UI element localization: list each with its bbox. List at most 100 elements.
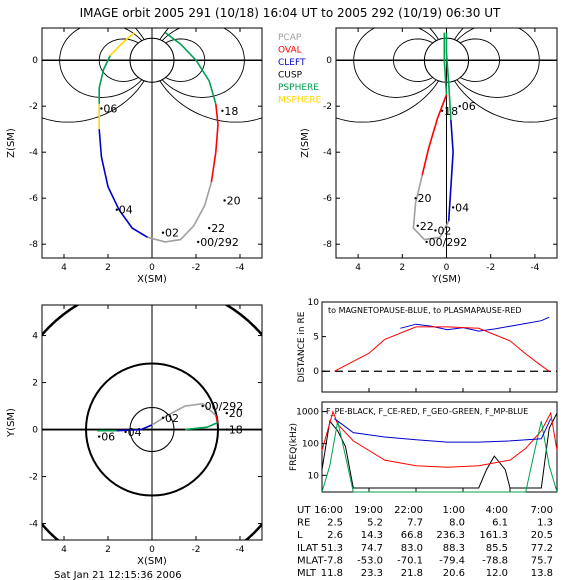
- table-cell: 11.8: [321, 568, 343, 579]
- hour-label: 20: [227, 195, 241, 208]
- table-cell: 236.3: [436, 530, 465, 541]
- table-cell: 85.5: [486, 543, 508, 554]
- y-tick-label: -2: [323, 102, 332, 112]
- hour-label: 00/292: [205, 400, 244, 413]
- x-tick-label: 4: [355, 263, 361, 273]
- plot-frame: [321, 301, 558, 393]
- hour-tick: [440, 109, 444, 113]
- x-tick-label: -2: [192, 545, 201, 555]
- y-tick-label: -4: [29, 520, 38, 530]
- table-cell: -78.8: [482, 555, 508, 566]
- table-cell: 77.2: [531, 543, 553, 554]
- y-tick-label: 0: [32, 56, 38, 66]
- hour-label: 00/292: [200, 236, 239, 249]
- y-tick-label: 5: [313, 333, 319, 343]
- x-tick-label: 4: [61, 545, 67, 555]
- orbit-segment-cleft: [447, 119, 454, 222]
- frequency-subtitle: F_PE-BLACK, F_CE-RED, F_GEO-GREEN, F_MP-…: [326, 407, 528, 416]
- plot-area: 06 04 18 20 02 00/292: [42, 305, 262, 540]
- hour-label: 02: [165, 227, 179, 240]
- x-axis-label: X(SM): [137, 274, 167, 285]
- table-cell: 20.6: [443, 568, 465, 579]
- legend-oval: OVAL: [278, 46, 302, 56]
- table-row-label: RE: [297, 518, 310, 529]
- y-axis-label: Z(SM): [6, 128, 17, 158]
- table-cell: -7.8: [323, 555, 343, 566]
- table-cell: 66.8: [401, 530, 423, 541]
- table-cell: 83.0: [401, 543, 423, 554]
- x-axis-label: Y(SM): [431, 274, 461, 285]
- table-cell: 8.0: [449, 518, 465, 529]
- orbit-segment-cleft: [98, 129, 149, 238]
- table-cell: 20.5: [531, 530, 553, 541]
- y-tick-label: -2: [29, 102, 38, 112]
- hour-tick: [100, 107, 103, 110]
- hour-tick: [223, 199, 226, 202]
- y-axis-label: Z(SM): [300, 128, 311, 158]
- hour-tick: [124, 430, 127, 434]
- table-column-header: 19:00: [354, 505, 383, 516]
- timestamp-footer: Sat Jan 21 12:15:36 2006: [54, 570, 182, 580]
- y-tick-label: -4: [323, 148, 332, 158]
- x-axis-label: X(SM): [137, 556, 167, 567]
- y-tick-label: -6: [323, 194, 332, 204]
- table-cell: 1.3: [537, 518, 553, 529]
- x-tick-label: 0: [149, 263, 155, 273]
- table-cell: 2.5: [327, 518, 343, 529]
- hour-label: 22: [211, 222, 225, 235]
- distance-panel: 10 5 0 to MAGNETOPAUSE-BLUE, to PLASMAPAUSE…: [297, 298, 558, 393]
- table-column-header: 7:00: [531, 505, 553, 516]
- y-tick-label: -8: [323, 240, 332, 250]
- x-tick-label: 2: [105, 263, 111, 273]
- hour-label: 04: [128, 426, 142, 439]
- series-f_mp: [334, 418, 552, 443]
- hour-tick: [161, 231, 165, 234]
- orbit-segment-oval: [215, 415, 219, 423]
- orbit-segment-pcap: [147, 181, 213, 243]
- series-plasmapause: [334, 326, 550, 372]
- x-tick-label: -2: [192, 263, 201, 273]
- table-cell: 51.3: [321, 543, 343, 554]
- series-f_pe: [321, 412, 558, 489]
- orbit-segment-oval: [421, 94, 448, 176]
- y-tick-label: 0: [326, 56, 332, 66]
- table-cell: 88.3: [443, 543, 465, 554]
- table-cell: 2.6: [327, 530, 343, 541]
- table-column-header: 4:00: [486, 505, 508, 516]
- frequency-panel: 1000 100 10 F_PE-BLACK, F_CE-RED, F_GEO-GRE…: [289, 401, 558, 493]
- orbit-segment-psphere: [445, 32, 452, 121]
- x-tick-label: 2: [399, 263, 405, 273]
- hour-tick: [221, 109, 224, 113]
- hour-tick: [414, 197, 417, 200]
- table-cell: -53.0: [357, 555, 383, 566]
- orbit-segment-psphere: [184, 421, 219, 431]
- hour-label: 06: [462, 100, 476, 113]
- legend-msphere: MSPHERE: [278, 96, 322, 106]
- field-line: [336, 28, 557, 123]
- y-tick-label: 10: [308, 471, 320, 481]
- table-cell: 14.3: [361, 530, 383, 541]
- table-column-header: 16:00: [314, 505, 343, 516]
- table-column-header: 22:00: [394, 505, 423, 516]
- hour-tick: [451, 206, 455, 209]
- hour-label: 18: [229, 424, 243, 437]
- table-cell: 7.7: [407, 518, 423, 529]
- y-tick-label: 10: [308, 298, 320, 308]
- table-cell: 23.3: [361, 568, 383, 579]
- hour-tick: [434, 229, 437, 232]
- table-cell: 21.8: [401, 568, 423, 579]
- hour-label: 06: [101, 431, 115, 444]
- hour-label: 22: [420, 220, 434, 233]
- table-cell: 13.8: [531, 568, 553, 579]
- hour-label: 04: [455, 201, 469, 214]
- y-axis-label: Y(SM): [6, 408, 17, 438]
- x-tick-label: 0: [444, 263, 450, 273]
- table-cell: -79.4: [439, 555, 465, 566]
- hour-label: 18: [224, 105, 238, 118]
- hour-label: 02: [437, 224, 451, 237]
- table-row-label: ILAT: [297, 543, 319, 554]
- table-cell: 74.7: [361, 543, 383, 554]
